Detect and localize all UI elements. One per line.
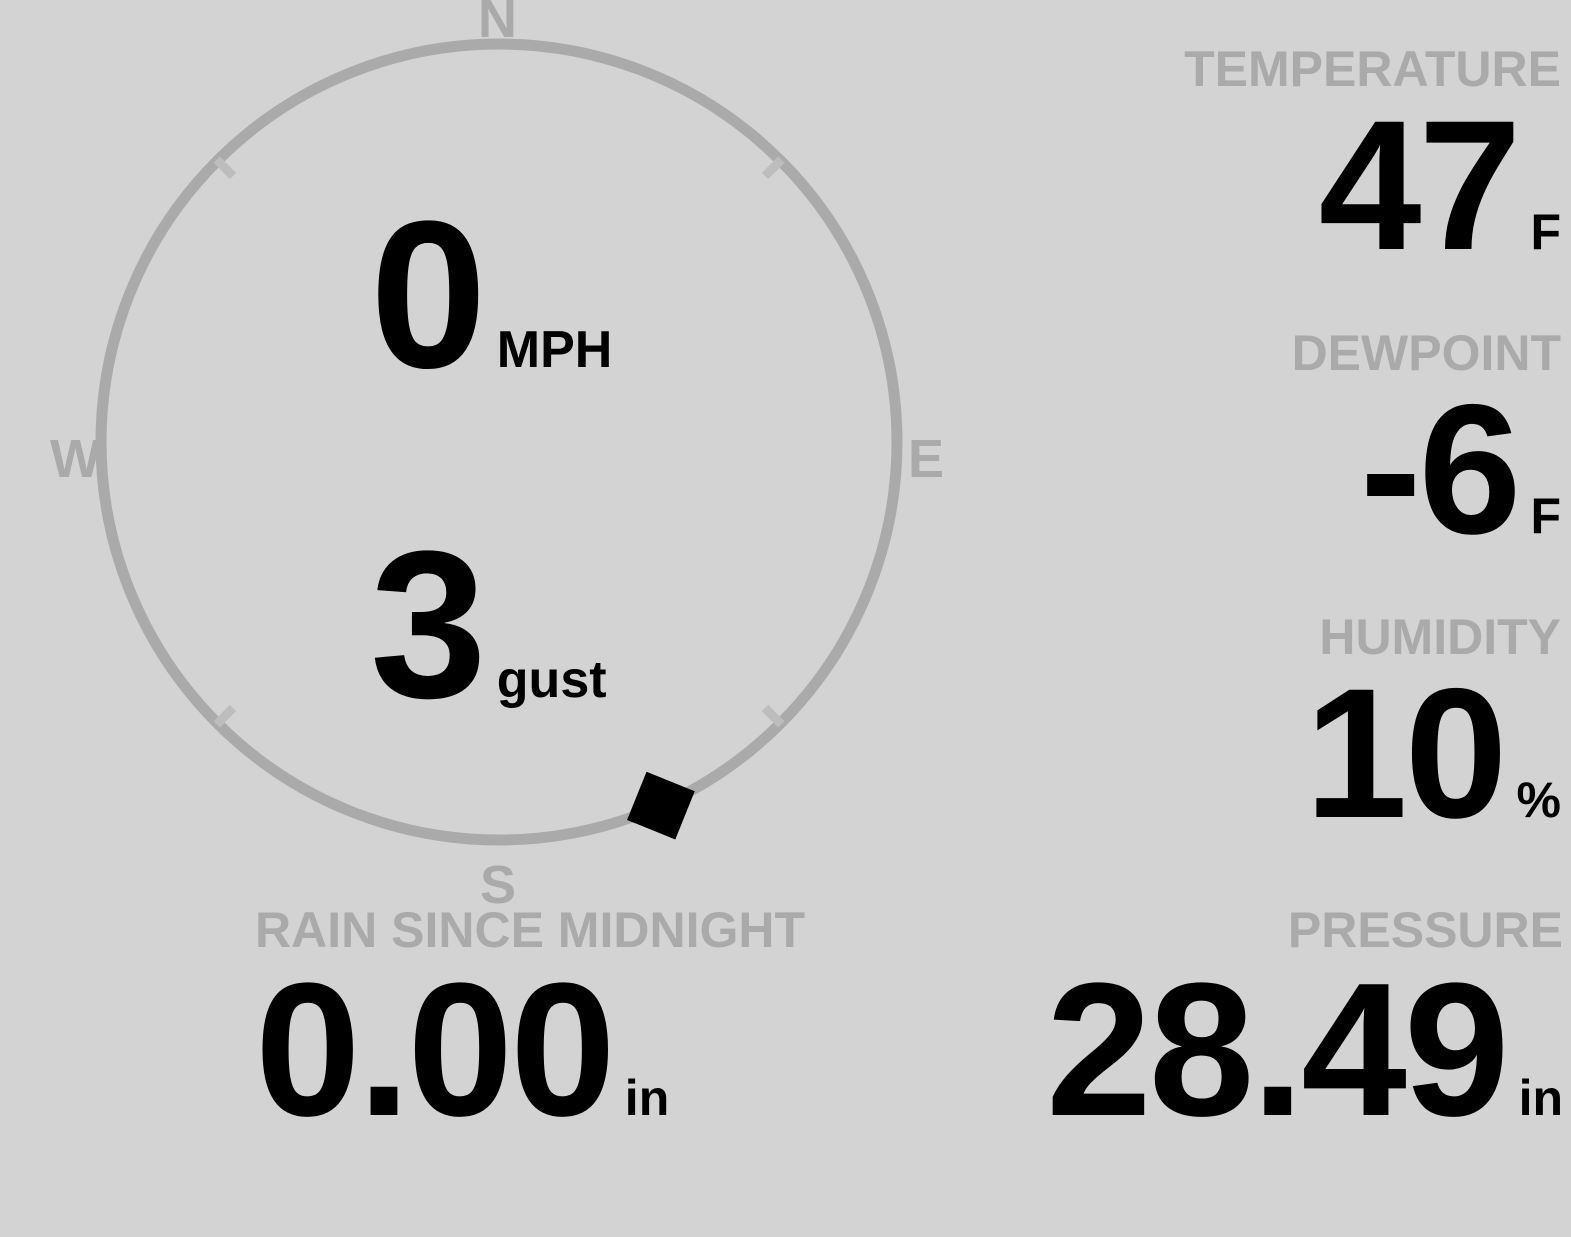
dewpoint-row: -6 F [1292, 378, 1561, 563]
metric-pressure: PRESSURE 28.49 in [1046, 905, 1563, 1145]
humidity-label: HUMIDITY [1319, 609, 1561, 665]
wind-speed-value: 0 [370, 177, 487, 412]
compass-ring-circle [95, 38, 903, 846]
pressure-row: 28.49 in [1046, 955, 1563, 1145]
rain-row: 0.00 in [255, 955, 805, 1145]
metric-rain-since-midnight: RAIN SINCE MIDNIGHT 0.00 in [255, 905, 805, 1145]
wind-gust-value: 3 [370, 507, 487, 742]
pressure-label: PRESSURE [1287, 902, 1563, 958]
temperature-label: TEMPERATURE [1184, 41, 1561, 97]
compass-label-west: W [50, 429, 101, 489]
dewpoint-label: DEWPOINT [1291, 325, 1561, 381]
compass-label-north: N [478, 0, 517, 49]
rain-value: 0.00 [255, 944, 616, 1156]
temperature-value: 47 [1318, 83, 1522, 289]
metric-dewpoint: DEWPOINT -6 F [1292, 328, 1561, 563]
temperature-row: 47 F [1184, 94, 1561, 279]
humidity-value: 10 [1304, 651, 1508, 857]
compass-tick-marks [213, 156, 785, 728]
humidity-row: 10 % [1305, 662, 1561, 847]
compass-label-south: S [480, 855, 517, 915]
humidity-unit: % [1516, 772, 1561, 828]
metric-humidity: HUMIDITY 10 % [1305, 612, 1561, 847]
temperature-unit: F [1530, 204, 1561, 260]
wind-speed-unit: MPH [496, 321, 613, 379]
wind-gust-unit: gust [496, 651, 607, 709]
metric-temperature: TEMPERATURE 47 F [1184, 44, 1561, 279]
pressure-value: 28.49 [1046, 944, 1509, 1156]
compass-label-east: E [908, 429, 945, 489]
dewpoint-unit: F [1530, 488, 1561, 544]
rain-unit: in [624, 1070, 670, 1126]
wind-direction-marker [627, 771, 695, 840]
wind-speed-readout: 0 MPH [370, 190, 612, 400]
wind-compass-dial: N E S W 0 MPH 3 gust [0, 0, 1000, 912]
wind-gust-readout: 3 gust [370, 520, 607, 730]
pressure-unit: in [1518, 1070, 1563, 1126]
dewpoint-value: -6 [1359, 367, 1521, 573]
compass-ring-graphic [95, 38, 903, 846]
rain-label: RAIN SINCE MIDNIGHT [255, 902, 805, 958]
